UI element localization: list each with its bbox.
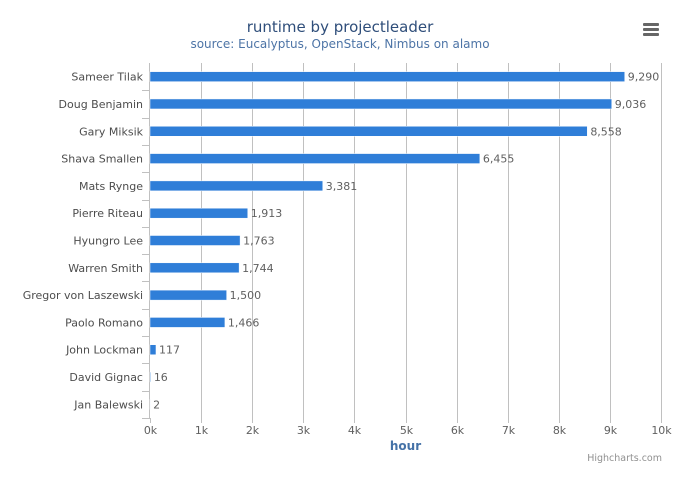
category-label: Gary Miksik bbox=[79, 125, 143, 138]
bar bbox=[149, 371, 152, 383]
bar bbox=[149, 71, 625, 82]
data-label: 9,036 bbox=[615, 98, 647, 111]
value-tick-label: 0k bbox=[144, 424, 158, 437]
data-label: 3,381 bbox=[326, 180, 358, 193]
category-label: Gregor von Laszewski bbox=[23, 289, 143, 302]
bar bbox=[149, 344, 157, 355]
value-tick-label: 2k bbox=[246, 424, 260, 437]
category-label: Jan Balewski bbox=[73, 398, 143, 411]
data-label: 1,763 bbox=[243, 235, 275, 248]
value-tick-label: 3k bbox=[297, 424, 311, 437]
data-label: 1,744 bbox=[242, 262, 274, 275]
category-label: Doug Benjamin bbox=[59, 98, 144, 111]
data-label: 6,455 bbox=[483, 153, 514, 166]
chart-title: runtime by projectleader bbox=[246, 18, 434, 36]
value-tick-label: 7k bbox=[502, 424, 516, 437]
category-label: Pierre Riteau bbox=[72, 207, 143, 220]
data-label: 117 bbox=[159, 344, 180, 357]
value-tick-label: 6k bbox=[451, 424, 465, 437]
category-label: Shava Smallen bbox=[61, 153, 143, 166]
chart-subtitle: source: Eucalyptus, OpenStack, Nimbus on… bbox=[190, 37, 490, 51]
hamburger-menu-icon[interactable] bbox=[636, 18, 664, 42]
data-label: 2 bbox=[153, 398, 160, 411]
category-label: Paolo Romano bbox=[65, 316, 143, 329]
bar bbox=[149, 289, 227, 301]
value-tick-label: 8k bbox=[553, 424, 567, 437]
category-label: Sameer Tilak bbox=[71, 71, 143, 84]
category-label: David Gignac bbox=[69, 371, 143, 384]
data-label: 8,558 bbox=[590, 125, 622, 138]
bar bbox=[149, 126, 588, 137]
bar bbox=[149, 98, 612, 110]
bar bbox=[149, 207, 249, 219]
bar bbox=[149, 153, 481, 164]
data-label: 16 bbox=[154, 371, 168, 384]
x-axis-title: hour bbox=[390, 439, 421, 453]
category-label: Hyungro Lee bbox=[73, 235, 143, 248]
value-tick-label: 4k bbox=[348, 424, 362, 437]
value-tick-label: 9k bbox=[604, 424, 618, 437]
bar bbox=[149, 262, 240, 274]
data-label: 9,290 bbox=[628, 71, 660, 84]
value-tick-label: 1k bbox=[195, 424, 209, 437]
bar bbox=[149, 180, 324, 192]
value-tick-label: 10k bbox=[651, 424, 672, 437]
value-tick-label: 5k bbox=[400, 424, 414, 437]
credits-link[interactable]: Highcharts.com bbox=[587, 453, 662, 464]
category-label: Warren Smith bbox=[68, 262, 143, 275]
category-label: Mats Rynge bbox=[79, 180, 143, 193]
bar bbox=[149, 317, 226, 328]
category-label: John Lockman bbox=[65, 344, 143, 357]
bar bbox=[149, 235, 241, 246]
data-label: 1,500 bbox=[230, 289, 262, 302]
data-label: 1,913 bbox=[251, 207, 283, 220]
data-label: 1,466 bbox=[228, 316, 260, 329]
